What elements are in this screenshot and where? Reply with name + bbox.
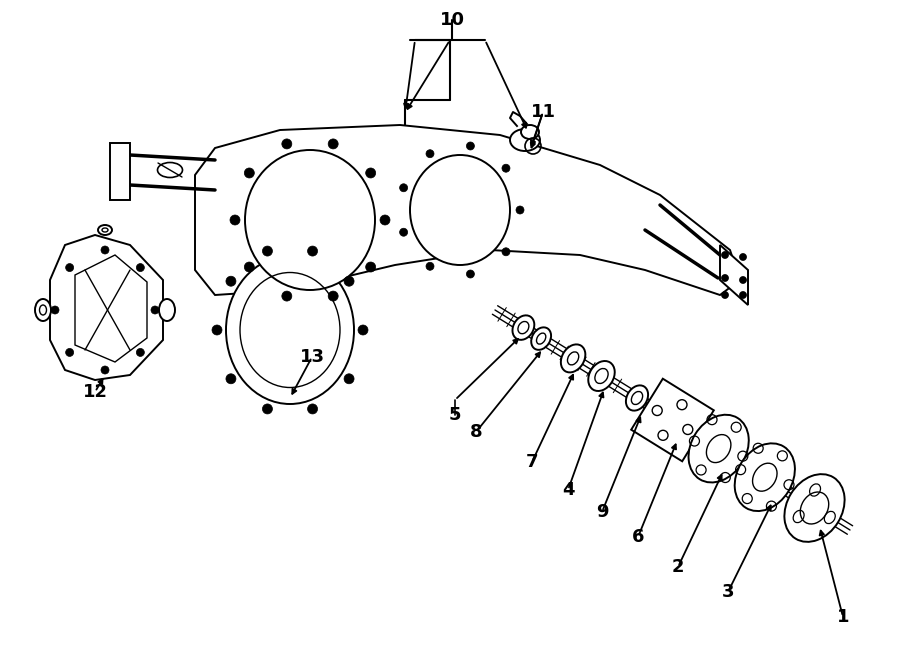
Circle shape <box>137 264 144 272</box>
Ellipse shape <box>35 299 51 321</box>
Circle shape <box>740 254 746 260</box>
Circle shape <box>282 139 292 149</box>
Circle shape <box>244 262 255 272</box>
Ellipse shape <box>40 305 47 315</box>
Text: 2: 2 <box>671 558 684 576</box>
Ellipse shape <box>626 385 648 410</box>
Circle shape <box>308 246 318 256</box>
Circle shape <box>51 306 59 314</box>
Text: 7: 7 <box>526 453 538 471</box>
Polygon shape <box>720 245 748 305</box>
Circle shape <box>722 251 728 258</box>
Text: 5: 5 <box>449 406 461 424</box>
Ellipse shape <box>518 321 529 334</box>
Polygon shape <box>110 143 130 200</box>
Circle shape <box>740 276 746 284</box>
Ellipse shape <box>226 256 354 404</box>
Circle shape <box>101 246 109 254</box>
Circle shape <box>722 274 728 282</box>
Circle shape <box>502 164 510 173</box>
Circle shape <box>263 246 273 256</box>
Text: 9: 9 <box>596 503 608 521</box>
Ellipse shape <box>688 414 749 483</box>
Ellipse shape <box>512 315 535 340</box>
Circle shape <box>137 348 144 356</box>
Circle shape <box>344 276 354 286</box>
Ellipse shape <box>536 333 545 344</box>
Circle shape <box>358 325 368 335</box>
Ellipse shape <box>589 361 615 391</box>
Polygon shape <box>195 125 740 295</box>
Circle shape <box>308 404 318 414</box>
Ellipse shape <box>568 352 579 365</box>
Circle shape <box>365 262 375 272</box>
Polygon shape <box>50 235 163 380</box>
Ellipse shape <box>595 368 608 383</box>
Circle shape <box>426 149 434 158</box>
Circle shape <box>226 373 236 384</box>
Circle shape <box>212 325 222 335</box>
Ellipse shape <box>410 155 510 265</box>
Circle shape <box>466 270 474 278</box>
Circle shape <box>263 404 273 414</box>
Text: 8: 8 <box>470 423 482 441</box>
Circle shape <box>722 292 728 299</box>
Circle shape <box>66 264 74 272</box>
Circle shape <box>226 276 236 286</box>
Circle shape <box>380 215 390 225</box>
Ellipse shape <box>734 444 795 511</box>
Circle shape <box>426 262 434 270</box>
Circle shape <box>328 291 338 301</box>
Text: 3: 3 <box>722 583 734 601</box>
Circle shape <box>502 248 510 256</box>
Text: 6: 6 <box>632 528 644 546</box>
Ellipse shape <box>561 344 585 372</box>
Ellipse shape <box>800 492 829 524</box>
Circle shape <box>244 168 255 178</box>
Circle shape <box>230 215 240 225</box>
Ellipse shape <box>98 225 112 235</box>
Circle shape <box>328 139 338 149</box>
Text: 1: 1 <box>837 608 850 626</box>
Circle shape <box>400 228 408 236</box>
Circle shape <box>344 373 354 384</box>
Circle shape <box>66 348 74 356</box>
Ellipse shape <box>521 125 539 139</box>
Circle shape <box>151 306 159 314</box>
Circle shape <box>282 291 292 301</box>
Ellipse shape <box>752 463 777 491</box>
Circle shape <box>516 206 524 214</box>
Polygon shape <box>631 379 714 461</box>
Circle shape <box>400 184 408 192</box>
Circle shape <box>740 292 746 299</box>
Text: 12: 12 <box>83 383 107 401</box>
Ellipse shape <box>706 434 731 463</box>
Text: 13: 13 <box>300 348 325 366</box>
Ellipse shape <box>159 299 175 321</box>
Ellipse shape <box>785 474 844 542</box>
Ellipse shape <box>245 150 375 290</box>
Ellipse shape <box>531 327 551 350</box>
Circle shape <box>365 168 375 178</box>
Ellipse shape <box>632 391 643 405</box>
Text: 10: 10 <box>439 11 464 29</box>
Text: 4: 4 <box>562 481 574 499</box>
Ellipse shape <box>510 129 540 151</box>
Circle shape <box>101 366 109 374</box>
Circle shape <box>466 142 474 150</box>
Text: 11: 11 <box>530 103 555 121</box>
